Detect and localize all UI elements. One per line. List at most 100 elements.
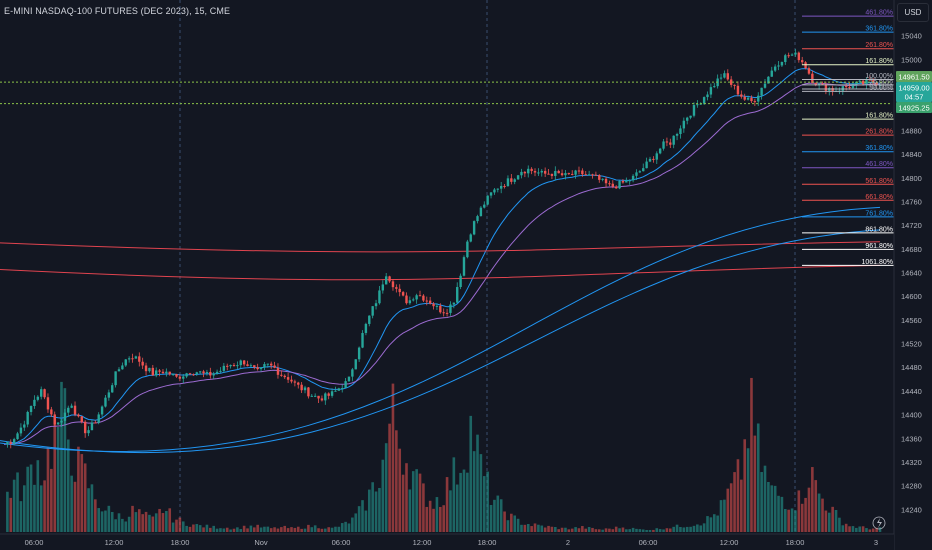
volume-bar bbox=[445, 477, 449, 532]
volume-bar bbox=[452, 457, 456, 532]
candle-body bbox=[797, 52, 801, 61]
volume-bar bbox=[273, 527, 276, 532]
candle-body bbox=[90, 422, 94, 431]
volume-bar bbox=[239, 529, 243, 532]
candle-body bbox=[19, 427, 23, 434]
volume-bar bbox=[706, 516, 709, 532]
volume-bar bbox=[16, 472, 19, 532]
candle-body bbox=[97, 414, 100, 423]
fib-label: 61.80% bbox=[869, 82, 893, 89]
volume-bar bbox=[811, 467, 814, 532]
time-tick-label: 3 bbox=[874, 538, 878, 547]
candle-body bbox=[757, 95, 760, 102]
candle-body bbox=[327, 393, 330, 396]
candle-body bbox=[36, 396, 40, 400]
candle-body bbox=[253, 365, 256, 368]
volume-bar bbox=[141, 514, 144, 532]
candle-body bbox=[746, 97, 750, 100]
candle-body bbox=[672, 135, 675, 145]
volume-bar bbox=[648, 530, 652, 532]
candle-body bbox=[401, 292, 405, 296]
volume-bar bbox=[855, 527, 858, 532]
candle-body bbox=[391, 281, 395, 288]
candle-body bbox=[723, 73, 726, 78]
candle-body bbox=[638, 171, 642, 173]
candle-body bbox=[40, 389, 43, 397]
candle-body bbox=[486, 195, 489, 205]
volume-bar bbox=[625, 529, 628, 532]
volume-bar bbox=[87, 488, 90, 532]
volume-bar bbox=[107, 505, 111, 532]
candle-body bbox=[161, 371, 165, 374]
volume-bar bbox=[395, 430, 398, 532]
volume-bar bbox=[43, 480, 46, 532]
price-tick-label: 14400 bbox=[901, 411, 922, 420]
volume-bar bbox=[114, 519, 117, 532]
fib-label: 261.80% bbox=[865, 42, 893, 49]
fib-label: 361.80% bbox=[865, 26, 893, 33]
candle-body bbox=[297, 382, 300, 385]
time-tick-label: 06:00 bbox=[332, 538, 351, 547]
volume-bar bbox=[283, 525, 287, 532]
candle-body bbox=[543, 170, 547, 174]
volume-bar bbox=[418, 473, 422, 532]
volume-bar bbox=[266, 526, 270, 532]
volume-bar bbox=[554, 526, 557, 532]
volume-bar bbox=[783, 509, 787, 532]
volume-bar bbox=[293, 527, 297, 532]
candle-body bbox=[256, 367, 259, 370]
volume-bar bbox=[685, 526, 689, 532]
time-tick-label: 18:00 bbox=[478, 538, 497, 547]
volume-bar bbox=[466, 472, 469, 532]
candle-body bbox=[767, 76, 770, 84]
lightning-glyph bbox=[877, 518, 882, 528]
volume-bar bbox=[844, 523, 848, 532]
candle-body bbox=[165, 371, 168, 374]
candle-body bbox=[466, 241, 469, 258]
candle-body bbox=[584, 174, 587, 176]
candle-body bbox=[63, 412, 67, 421]
candle-body bbox=[655, 153, 658, 160]
volume-bar bbox=[357, 506, 361, 532]
volume-bars bbox=[6, 377, 882, 532]
candle-body bbox=[621, 180, 625, 183]
fib-label: 961.80% bbox=[865, 243, 893, 250]
volume-bar bbox=[770, 485, 774, 532]
candle-body bbox=[631, 175, 635, 181]
candle-body bbox=[121, 365, 124, 370]
volume-bar bbox=[124, 521, 128, 532]
candle-body bbox=[226, 365, 229, 367]
volume-bar bbox=[442, 505, 445, 532]
candle-body bbox=[763, 83, 767, 88]
candle-body bbox=[851, 84, 855, 89]
candle-body bbox=[571, 173, 574, 175]
volume-bar bbox=[493, 499, 496, 532]
price-tick-label: 15000 bbox=[901, 55, 922, 64]
volume-bar bbox=[344, 521, 347, 532]
candle-body bbox=[378, 290, 381, 304]
fib-label: 661.80% bbox=[865, 194, 893, 201]
candle-body bbox=[540, 170, 543, 173]
volume-bar bbox=[73, 481, 77, 532]
volume-bar bbox=[53, 418, 57, 532]
volume-bar bbox=[425, 506, 429, 532]
candle-body bbox=[625, 180, 628, 183]
volume-bar bbox=[66, 439, 70, 532]
candle-body bbox=[117, 369, 121, 372]
time-tick-label: 18:00 bbox=[786, 538, 805, 547]
volume-bar bbox=[22, 485, 26, 532]
volume-bar bbox=[658, 529, 662, 532]
volume-bar bbox=[134, 512, 138, 532]
volume-bar bbox=[381, 459, 385, 532]
price-tick-label: 14600 bbox=[901, 292, 922, 301]
volume-bar bbox=[310, 527, 314, 532]
vwap-upper-line bbox=[0, 241, 881, 253]
candle-body bbox=[719, 77, 723, 79]
volume-bar bbox=[161, 513, 165, 532]
currency-button[interactable]: USD bbox=[897, 3, 929, 22]
candle-body bbox=[428, 300, 432, 304]
candle-body bbox=[192, 374, 195, 376]
lightning-icon[interactable] bbox=[872, 516, 886, 530]
vwap-lower-line bbox=[0, 264, 881, 281]
